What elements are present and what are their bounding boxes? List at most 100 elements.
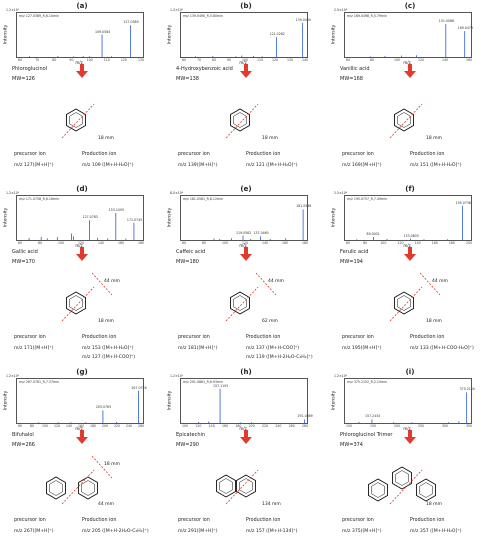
panel-label: (b)	[240, 2, 252, 10]
peak-label: 181.0596	[296, 204, 312, 209]
y-axis-label-text: Intensity	[3, 207, 9, 228]
peak-label: 171.0745	[126, 217, 143, 222]
down-arrow-icon	[76, 247, 88, 261]
x-tick-label: 350	[466, 424, 473, 428]
x-tick-label: 100	[182, 424, 189, 428]
fragment-annotation: 44 mm	[98, 502, 114, 507]
mass-spectrum: m/z 171.0758_R,6.16min 127.0783 153.1005 17…	[16, 195, 144, 245]
y-axis-max-label: 1.2×10⁵	[170, 374, 184, 378]
down-arrow-icon	[76, 430, 88, 444]
mass-spectrum: m/z 127.0389_R,6.10min 109.0584 127.0389 60…	[16, 12, 144, 62]
mass-spectrum: m/z 375.2152_R,2.10min 157.2434 375.2130 10…	[344, 378, 475, 428]
x-tick-label: 100	[346, 424, 353, 428]
y-axis-label: Intensity	[166, 382, 176, 422]
x-axis-label: m/z	[75, 426, 83, 431]
down-arrow-icon	[240, 430, 252, 444]
fragment-annotation: 44 mm	[104, 279, 120, 284]
y-axis-max-label: 1.2×10⁵	[6, 191, 20, 195]
precursor-ion-value: m/z 375([M+H]⁺)	[342, 529, 382, 534]
down-arrow-icon	[240, 247, 252, 261]
x-axis-label: m/z	[239, 60, 247, 65]
compound-name: Bifuhalol	[12, 432, 34, 438]
x-tick-label: 240	[126, 424, 133, 428]
molecule-structure	[389, 272, 441, 322]
peak-label: 205.0765	[95, 405, 112, 410]
y-axis-max-label: 1.2×10⁵	[170, 8, 184, 12]
compound-name: Gallic acid	[12, 249, 38, 255]
x-tick-label: 60	[346, 58, 351, 62]
spectrum-header: m/z 267.0761_R,7.37min	[19, 380, 60, 384]
panel-label: (a)	[76, 2, 88, 10]
x-tick-label: 120	[120, 58, 127, 62]
spectrum-plot	[38, 390, 139, 423]
x-tick-label: 100	[242, 58, 249, 62]
peak-label: 169.0479	[457, 26, 473, 31]
x-tick-label: 180	[235, 424, 242, 428]
spectrum-header: m/z 195.0757_R,7.49min	[347, 197, 388, 201]
down-arrow-icon	[404, 64, 416, 78]
production-ion-header: Production ion	[246, 335, 281, 340]
peak-label: 127.0389	[123, 20, 139, 25]
fragment-annotation: 18 mm	[98, 319, 114, 324]
peak-label: 157.2434	[364, 414, 381, 419]
x-tick-label: 60	[182, 241, 187, 245]
y-axis-label: Intensity	[2, 382, 12, 422]
figure-panel: (d) Intensity 1.2×10⁵ m/z 171.0758_R,6.16mi…	[0, 183, 164, 366]
figure-panel: (e) Intensity 8.0×10⁴ m/z 181.0581_R,8.12mi…	[164, 183, 328, 366]
precursor-ion-value: m/z 139([M+H]⁺)	[178, 163, 218, 168]
molecule-structure	[225, 272, 277, 322]
fragment-annotation: 44 mm	[432, 279, 448, 284]
spectrum-header: m/z 375.2152_R,2.10min	[347, 380, 388, 384]
y-axis-label: Intensity	[330, 382, 340, 422]
y-axis-label-text: Intensity	[167, 24, 173, 45]
x-tick-label: 60	[18, 58, 23, 62]
spectrum-plot	[358, 392, 468, 423]
spectrum-plot	[28, 213, 135, 240]
mass-spectrum: m/z 139.0490_R,5.80min 121.0282 139.0490 60…	[180, 12, 311, 62]
x-tick-label: 260	[288, 424, 295, 428]
spectrum-header: m/z 169.0498_R,5.79min	[347, 14, 388, 18]
molecule-structure	[225, 103, 259, 139]
fragment-annotation: 44 mm	[268, 279, 284, 284]
fragment-annotation: 62 mm	[262, 319, 278, 324]
production-ion-value: m/z 133 ([M+H-COO-H₂O]⁺)	[410, 346, 474, 351]
peak-label: 89.0001	[366, 232, 380, 237]
spectrum-plot	[195, 22, 304, 57]
peak-label: 195.0738	[455, 200, 471, 205]
mass-spectrum: m/z 267.0761_R,7.37min 205.0765 267.0756 60…	[16, 378, 147, 428]
figure-panel: (b) Intensity 1.2×10⁵ m/z 139.0490_R,5.80mi…	[164, 0, 328, 183]
production-ion-header: Production ion	[410, 152, 445, 157]
precursor-ion-header: precursor ion	[14, 518, 46, 523]
figure-panel: (a) Intensity 1.2×10⁵ m/z 127.0389_R,6.10mi…	[0, 0, 164, 183]
production-ion-value: m/z 127 ([M+H-COO]⁺)	[82, 355, 136, 360]
figure-panel: (i) Intensity 1.2×10⁵ m/z 375.2152_R,2.10mi…	[328, 366, 492, 549]
precursor-ion-value: m/z 291([M+H]⁺)	[178, 529, 218, 534]
y-axis-max-label: 2.5×10⁴	[334, 8, 348, 12]
precursor-ion-value: m/z 171([M+H]⁺)	[14, 346, 54, 351]
spectrum-plot	[198, 388, 305, 423]
x-tick-label: 100	[222, 241, 229, 245]
x-axis-label: m/z	[403, 426, 411, 431]
mass-spectrum: m/z 291.0861_R,6.93min 157.1105 291.0869 10…	[180, 378, 313, 428]
production-ion-header: Production ion	[246, 152, 281, 157]
production-ion-value: m/z 137 ([M+H-COO]⁺)	[246, 346, 300, 351]
x-tick-label: 80	[30, 424, 35, 428]
peak-label: 109.0584	[95, 29, 111, 34]
x-tick-label: 80	[52, 58, 57, 62]
x-tick-label: 100	[394, 58, 401, 62]
mass-spectrum: m/z 181.0581_R,8.12min 119.0582 137.0460 18…	[180, 195, 312, 245]
x-tick-label: 80	[370, 58, 375, 62]
y-axis-label: Intensity	[2, 16, 12, 56]
x-tick-label: 300	[442, 424, 449, 428]
molecule-structure	[61, 272, 113, 322]
y-axis-label-text: Intensity	[3, 390, 9, 411]
x-axis-label: m/z	[75, 243, 83, 248]
figure-panel: (g) Intensity 1.2×10⁵ m/z 267.0761_R,7.37mi…	[0, 366, 164, 549]
x-tick-label: 220	[114, 424, 121, 428]
x-tick-label: 70	[197, 58, 202, 62]
x-tick-label: 160	[118, 241, 125, 245]
compound-name: Phloroglucinol	[12, 66, 48, 72]
molecular-weight: MW=194	[340, 259, 363, 265]
molecule-structure	[368, 466, 436, 505]
figure-panel: (h) Intensity 1.2×10⁵ m/z 291.0861_R,6.93mi…	[164, 366, 328, 549]
